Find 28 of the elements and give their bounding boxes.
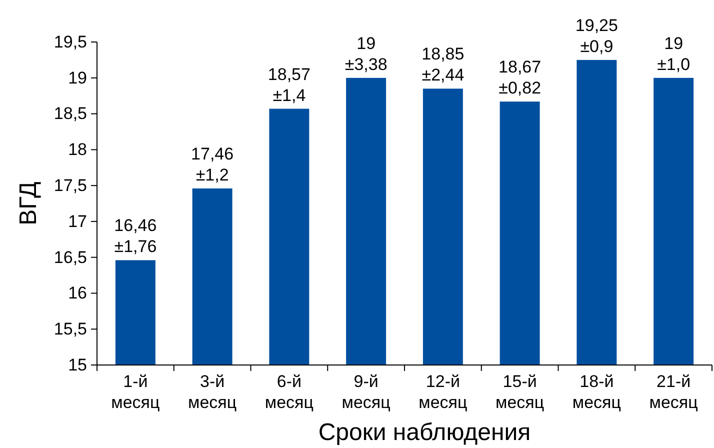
data-label: 19,25 ±0,9 bbox=[575, 16, 618, 56]
x-tick-label: 6-й месяц bbox=[264, 372, 314, 412]
y-tick-label: 19 bbox=[68, 68, 87, 88]
data-label: 16,46 ±1,76 bbox=[114, 216, 157, 256]
data-label: 17,46 ±1,2 bbox=[191, 144, 234, 184]
y-tick-label: 19,5 bbox=[54, 32, 87, 52]
data-label: 19 ±1,0 bbox=[657, 34, 690, 74]
y-tick-label: 18,5 bbox=[54, 104, 87, 124]
y-tick-label: 15,5 bbox=[54, 320, 87, 339]
y-tick-label: 17 bbox=[68, 212, 87, 231]
data-label: 19 ±3,38 bbox=[344, 34, 388, 74]
data-label: 18,85 ±2,44 bbox=[422, 44, 464, 85]
x-tick-label: 18-й месяц bbox=[572, 372, 622, 412]
y-tick-label: 16,5 bbox=[54, 248, 87, 267]
y-tick-label: 16 bbox=[68, 284, 87, 303]
x-tick-label: 21-й месяц bbox=[649, 372, 698, 412]
y-axis-title: ВГД bbox=[15, 182, 42, 226]
data-label: 18,57 ±1,4 bbox=[268, 64, 310, 105]
x-axis-title: Сроки наблюдения bbox=[318, 419, 531, 446]
y-tick-label: 15 bbox=[68, 355, 87, 374]
x-tick-label: 3-й месяц bbox=[188, 372, 237, 412]
x-tick-label: 12-й месяц bbox=[418, 372, 468, 412]
y-tick-label: 18 bbox=[68, 140, 87, 160]
y-tick-label: 17,5 bbox=[54, 176, 87, 195]
data-label: 18,67 ±0,82 bbox=[498, 58, 542, 98]
x-tick-label: 15-й месяц bbox=[496, 372, 544, 412]
x-tick-label: 1-й месяц bbox=[111, 372, 160, 412]
x-tick-label: 9-й месяц bbox=[342, 372, 391, 412]
